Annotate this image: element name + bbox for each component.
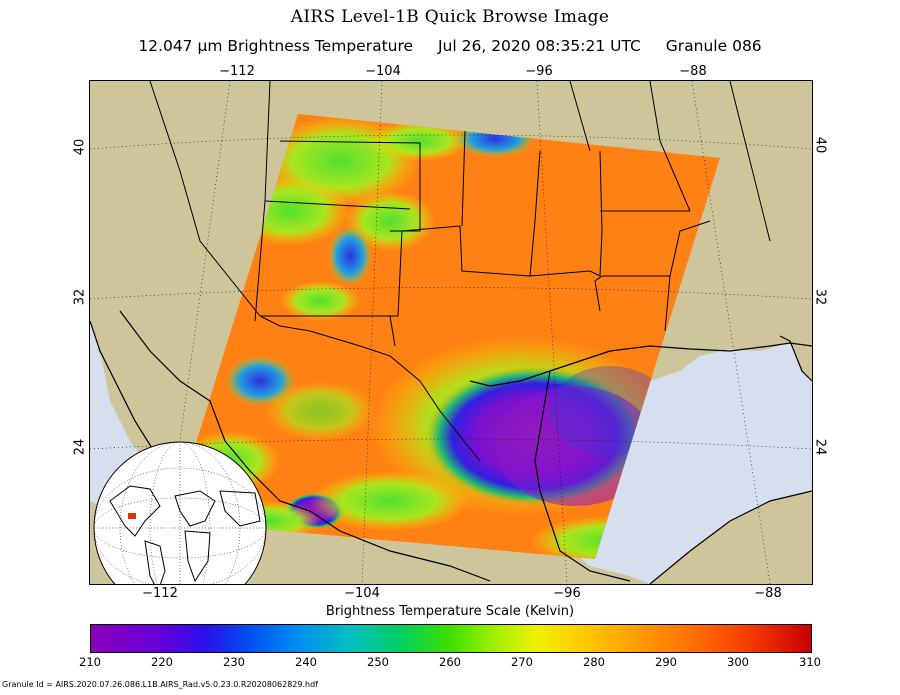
bottom-lon-tick: −104 bbox=[344, 586, 380, 601]
florida-land bbox=[780, 336, 812, 381]
subtitle-band: 12.047 μm Brightness Temperature bbox=[138, 37, 414, 55]
top-lon-tick: −96 bbox=[525, 64, 553, 79]
colorbar-tick: 270 bbox=[511, 655, 533, 669]
colorbar-tick: 250 bbox=[367, 655, 389, 669]
left-lat-tick: 32 bbox=[72, 288, 88, 306]
colorbar-tick: 230 bbox=[223, 655, 245, 669]
right-lat-tick: 32 bbox=[812, 288, 828, 306]
colorbar-tick: 300 bbox=[727, 655, 749, 669]
colorbar bbox=[90, 624, 812, 653]
political-boundaries bbox=[149, 81, 771, 462]
colorbar-tick: 260 bbox=[439, 655, 461, 669]
graticule bbox=[90, 81, 812, 584]
top-lon-tick: −88 bbox=[679, 64, 707, 79]
colorbar-tick: 290 bbox=[655, 655, 677, 669]
image-title: AIRS Level-1B Quick Browse Image bbox=[290, 7, 610, 27]
top-lon-tick: −104 bbox=[365, 64, 401, 79]
bottom-lon-tick: −88 bbox=[754, 586, 782, 601]
globe-inset bbox=[93, 441, 267, 584]
right-lat-tick: 24 bbox=[812, 438, 828, 456]
right-lat-tick: 40 bbox=[812, 136, 828, 154]
colorbar-tick: 280 bbox=[583, 655, 605, 669]
colorbar-tick: 210 bbox=[79, 655, 101, 669]
brightness-temperature-map bbox=[90, 81, 812, 584]
colorbar-tick: 310 bbox=[799, 655, 821, 669]
colorbar-tick: 220 bbox=[151, 655, 173, 669]
left-lat-tick: 24 bbox=[72, 438, 88, 456]
bottom-lon-tick: −112 bbox=[142, 586, 178, 601]
subtitle-datetime: Jul 26, 2020 08:35:21 UTC bbox=[437, 37, 641, 55]
bottom-lon-tick: −96 bbox=[553, 586, 581, 601]
granule-id: Granule Id = AIRS.2020.07.26.086.L1B.AIR… bbox=[2, 680, 318, 689]
yucatan-land bbox=[650, 491, 812, 584]
map-panel bbox=[89, 80, 813, 585]
colorbar-label: Brightness Temperature Scale (Kelvin) bbox=[325, 604, 575, 619]
top-lon-tick: −112 bbox=[219, 64, 255, 79]
left-lat-tick: 40 bbox=[72, 138, 88, 156]
subtitle-granule: Granule 086 bbox=[665, 37, 762, 55]
image-subtitle: 12.047 μm Brightness Temperature Jul 26,… bbox=[0, 37, 900, 55]
colorbar-tick: 240 bbox=[295, 655, 317, 669]
granule-location-marker bbox=[128, 513, 136, 519]
